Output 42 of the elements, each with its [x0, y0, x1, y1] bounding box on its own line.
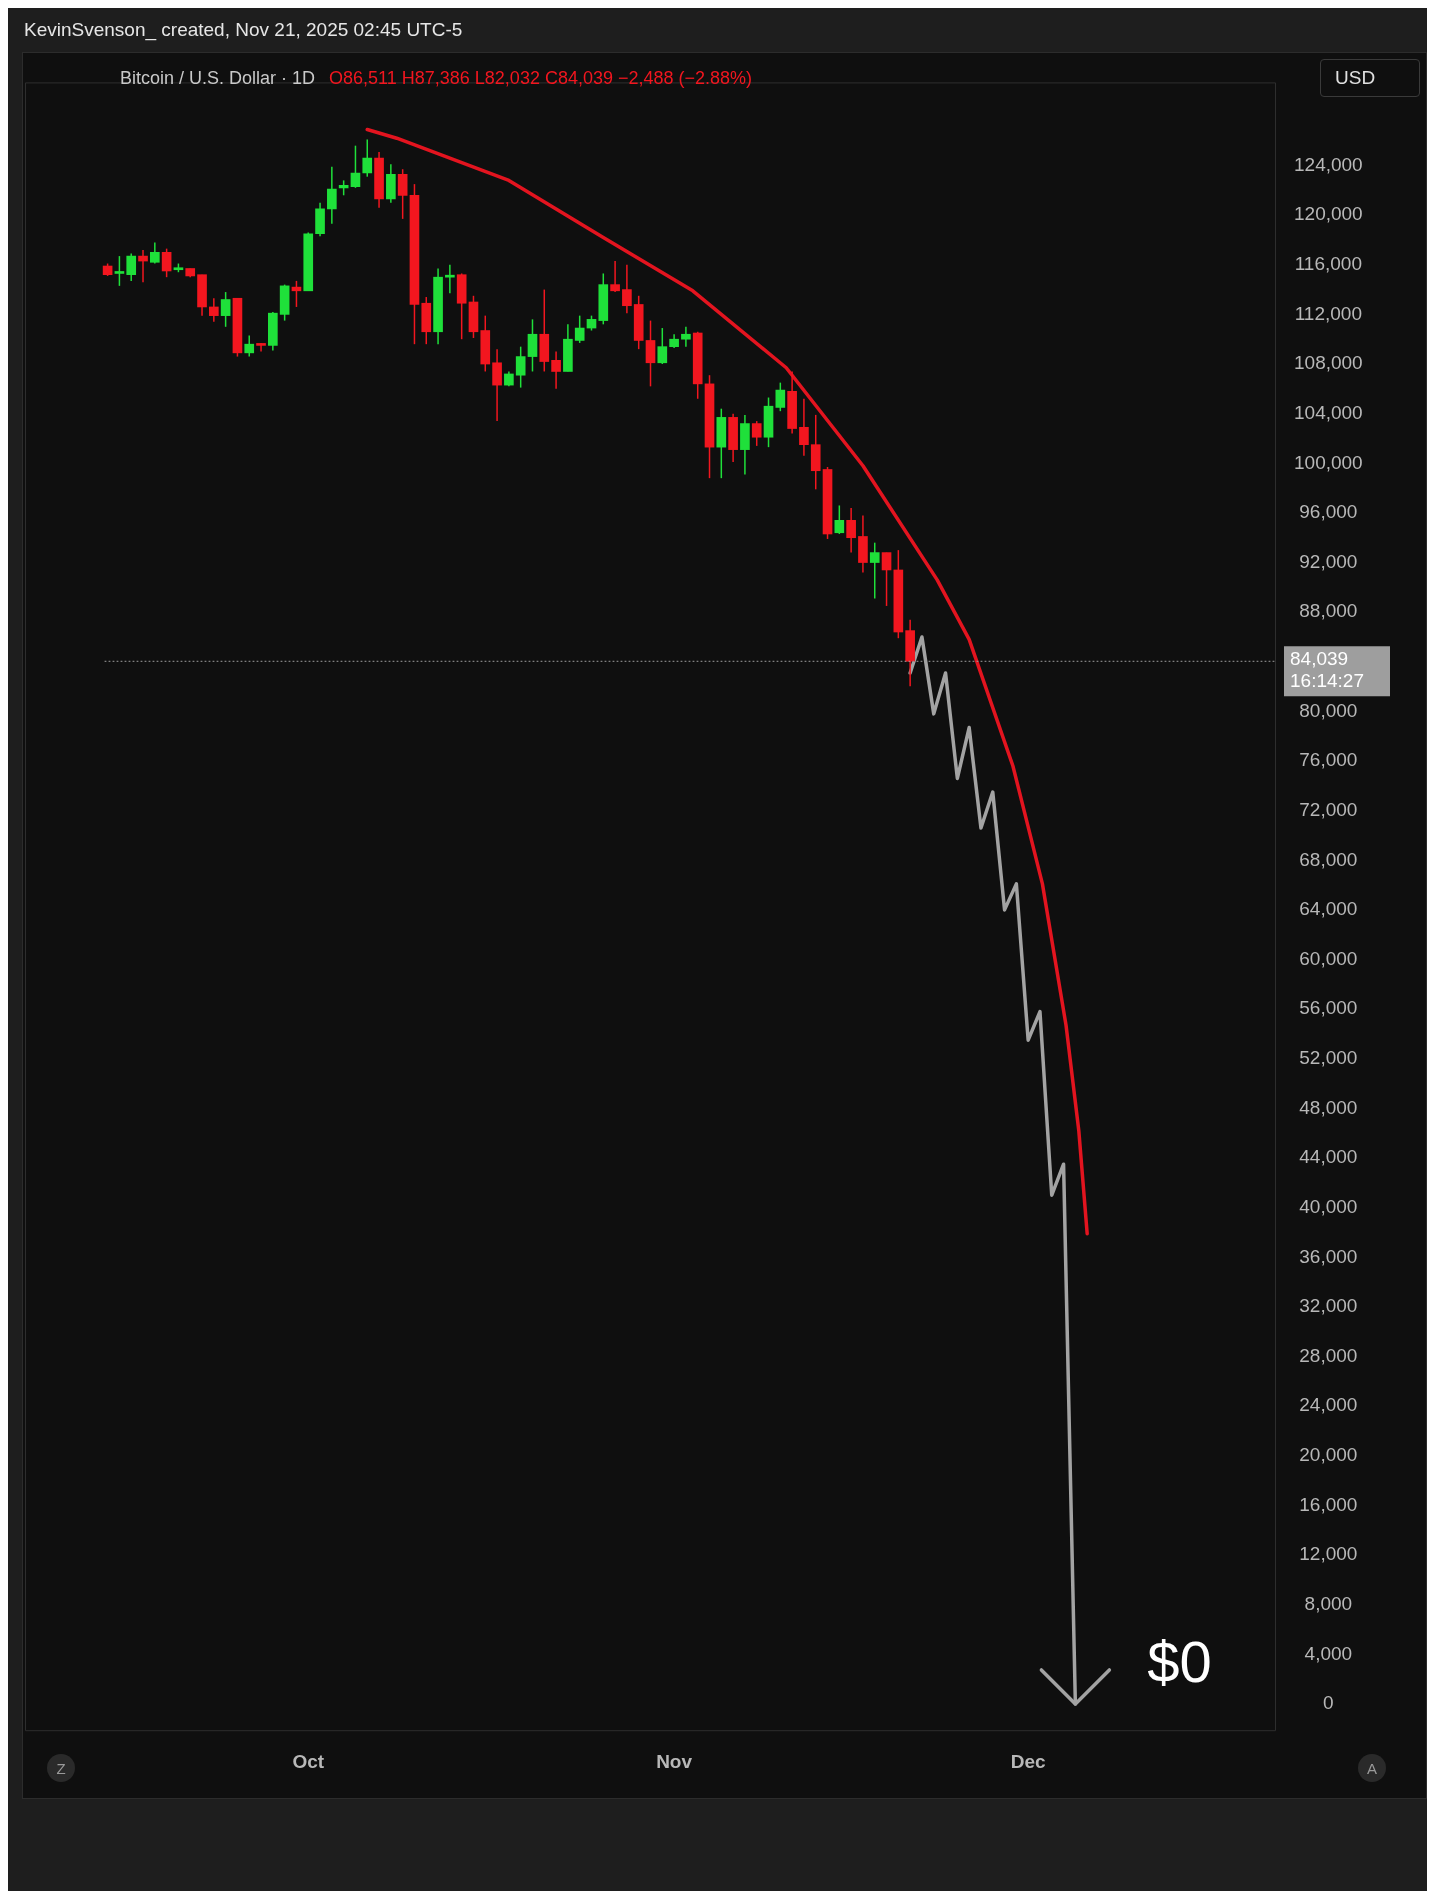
y-tick-label: 72,000 — [1299, 798, 1358, 820]
y-tick-label: 32,000 — [1299, 1295, 1358, 1317]
text: USD — [1320, 59, 1420, 97]
x-tick-label: Oct — [292, 1750, 325, 1772]
y-tick-label: 12,000 — [1299, 1543, 1358, 1565]
y-tick-label: 28,000 — [1299, 1344, 1358, 1366]
y-tick-label: 116,000 — [1294, 253, 1362, 275]
y-tick-label: 44,000 — [1299, 1146, 1358, 1168]
y-tick-label: 16,000 — [1299, 1493, 1358, 1515]
y-tick-label: 64,000 — [1299, 898, 1358, 920]
y-tick-label: 60,000 — [1299, 947, 1358, 969]
y-tick-label: 100,000 — [1294, 451, 1363, 473]
y-tick-label: 120,000 — [1294, 203, 1363, 225]
y-tick-label: 104,000 — [1294, 401, 1363, 423]
y-tick-label: 68,000 — [1299, 848, 1358, 870]
chart-subtitle: O86,511 H87,386 L82,032 C84,039 −2,488 (−2.88%) — [329, 67, 753, 88]
y-tick-label: 76,000 — [1299, 749, 1358, 771]
x-tick-label: Nov — [656, 1750, 693, 1772]
annotation: $0 — [1147, 1628, 1212, 1694]
y-tick-label: 20,000 — [1299, 1444, 1358, 1466]
y-tick-label: 92,000 — [1299, 550, 1358, 572]
y-tick-label: 40,000 — [1299, 1195, 1358, 1217]
x-tick-label: Dec — [1010, 1750, 1047, 1772]
ref-line-label: 84,039 16:14:27 — [1290, 647, 1364, 691]
y-tick-label: 48,000 — [1299, 1096, 1358, 1118]
text: KevinSvenson_ created, Nov 21, 2025 02:45 UTC-5 — [23, 18, 464, 43]
chart-title: Bitcoin / U.S. Dollar · 1D — [120, 67, 316, 88]
y-tick-label: 36,000 — [1299, 1245, 1358, 1267]
y-tick-label: 88,000 — [1299, 600, 1358, 622]
y-tick-label: 56,000 — [1299, 997, 1358, 1019]
y-tick-label: 112,000 — [1294, 302, 1362, 324]
y-tick-label: 124,000 — [1294, 153, 1363, 175]
y-tick-label: 0 — [1323, 1692, 1334, 1714]
y-tick-label: 108,000 — [1294, 352, 1363, 374]
y-tick-label: 24,000 — [1299, 1394, 1358, 1416]
toggle-button: A — [1358, 1754, 1386, 1782]
y-tick-label: 8,000 — [1304, 1592, 1353, 1614]
toggle-button: Z — [47, 1754, 75, 1782]
y-tick-label: 52,000 — [1299, 1047, 1358, 1069]
y-tick-label: 96,000 — [1299, 501, 1358, 523]
y-tick-label: 80,000 — [1299, 699, 1358, 721]
y-tick-label: 4,000 — [1304, 1642, 1353, 1664]
